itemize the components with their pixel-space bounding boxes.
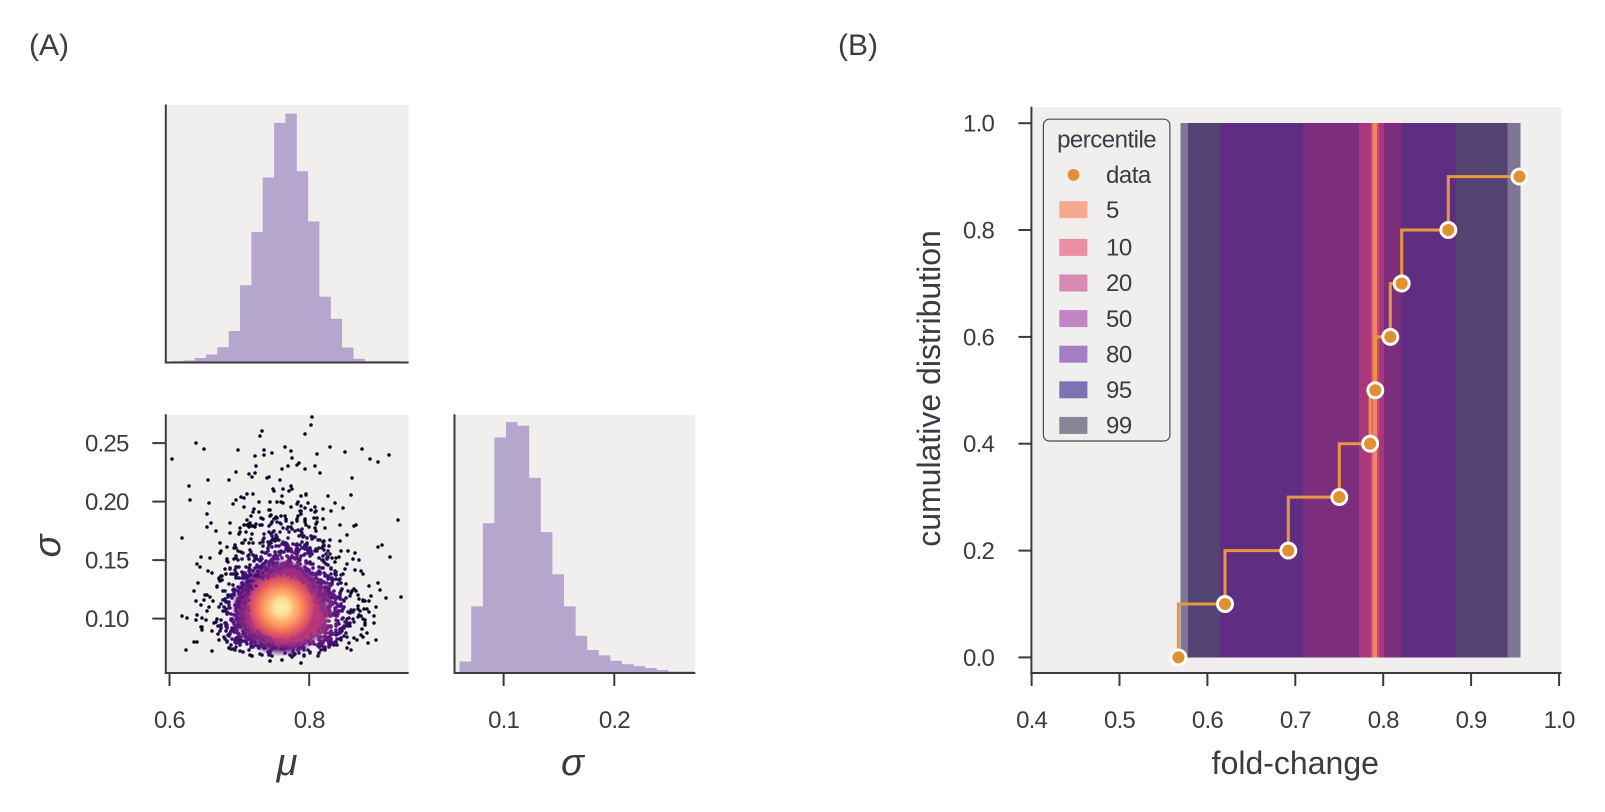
svg-text:0.5: 0.5 (1104, 707, 1135, 734)
svg-text:0.2: 0.2 (599, 707, 630, 734)
svg-text:μ: μ (276, 742, 298, 784)
svg-text:0.1: 0.1 (488, 707, 519, 734)
svg-text:σ: σ (27, 532, 69, 557)
svg-text:0.6: 0.6 (154, 707, 185, 734)
svg-text:0.20: 0.20 (85, 489, 129, 516)
svg-text:0.4: 0.4 (963, 431, 994, 458)
svg-text:0.25: 0.25 (85, 431, 129, 458)
svg-text:fold-change: fold-change (1212, 745, 1379, 781)
svg-text:1.0: 1.0 (1544, 707, 1575, 734)
svg-text:95: 95 (1106, 377, 1132, 404)
svg-text:percentile: percentile (1057, 127, 1156, 154)
svg-text:0.6: 0.6 (963, 324, 994, 351)
svg-text:80: 80 (1106, 341, 1132, 368)
svg-text:0.0: 0.0 (963, 645, 994, 672)
svg-text:σ: σ (561, 742, 586, 784)
svg-text:0.8: 0.8 (963, 218, 994, 245)
svg-text:data: data (1106, 162, 1152, 189)
svg-text:0.2: 0.2 (963, 538, 994, 565)
svg-text:(A): (A) (29, 29, 69, 62)
svg-text:cumulative distribution: cumulative distribution (911, 230, 947, 547)
svg-text:(B): (B) (838, 29, 878, 62)
svg-text:0.4: 0.4 (1016, 707, 1047, 734)
svg-text:0.8: 0.8 (1368, 707, 1399, 734)
svg-text:50: 50 (1106, 306, 1132, 333)
svg-text:0.10: 0.10 (85, 606, 129, 633)
svg-text:0.15: 0.15 (85, 548, 129, 575)
svg-text:5: 5 (1106, 197, 1119, 224)
svg-text:0.7: 0.7 (1280, 707, 1311, 734)
svg-text:1.0: 1.0 (963, 111, 994, 138)
svg-text:99: 99 (1106, 413, 1132, 440)
svg-text:0.6: 0.6 (1192, 707, 1223, 734)
svg-text:0.8: 0.8 (294, 707, 325, 734)
svg-text:0.9: 0.9 (1456, 707, 1487, 734)
svg-text:10: 10 (1106, 235, 1132, 262)
svg-text:20: 20 (1106, 270, 1132, 297)
